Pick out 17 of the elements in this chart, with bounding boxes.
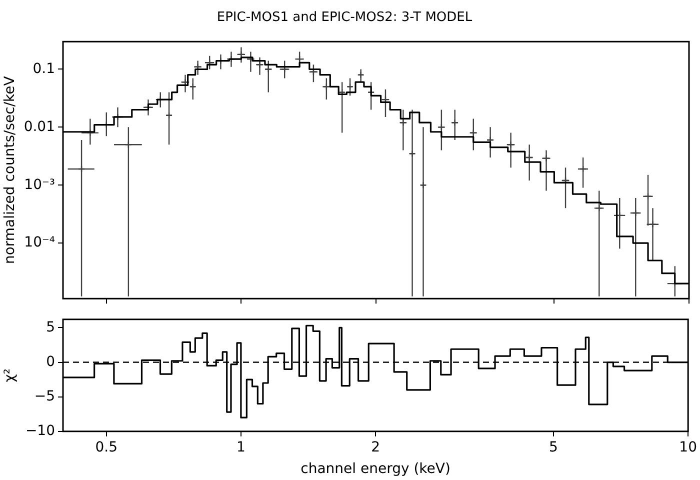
y-tick-label: 10⁻³ [24,176,55,193]
x-tick-label: 10 [679,439,698,456]
x-tick-label: 0.5 [95,439,118,456]
y-axis-title: normalized counts/sec/keV [2,76,18,264]
x-tick-label: 2 [371,439,380,456]
x-tick-label: 5 [549,439,558,456]
y-tick-label: 0.1 [32,60,55,77]
y-tick-label: −10 [25,423,55,440]
y-tick-label: −5 [34,388,55,404]
y-tick-label: 0.01 [24,118,55,135]
x-tick-label: 1 [236,439,246,456]
x-axis-title: channel energy (keV) [300,461,450,478]
y-axis-title: χ² [2,368,18,382]
y-tick-label: 10⁻⁴ [24,234,56,251]
y-tick-label: 5 [46,319,55,336]
y-tick-label: 0 [46,354,55,370]
chart-title: EPIC-MOS1 and EPIC-MOS2: 3-T MODEL [216,10,473,26]
